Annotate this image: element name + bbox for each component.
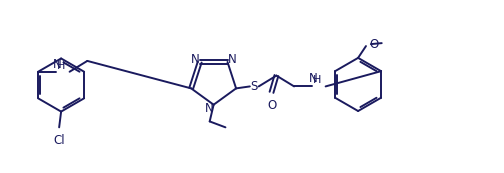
Text: N: N: [309, 72, 318, 85]
Text: Cl: Cl: [53, 134, 65, 147]
Text: O: O: [267, 99, 276, 112]
Text: H: H: [313, 75, 321, 85]
Text: O: O: [369, 38, 378, 51]
Text: S: S: [250, 80, 258, 93]
Text: N: N: [53, 58, 61, 71]
Text: N: N: [228, 53, 237, 66]
Text: H: H: [57, 61, 65, 71]
Text: N: N: [205, 102, 214, 115]
Text: N: N: [191, 53, 199, 66]
